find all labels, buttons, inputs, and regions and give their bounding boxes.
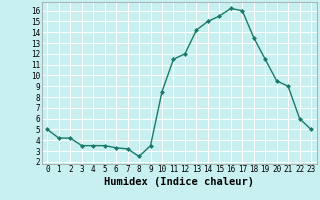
X-axis label: Humidex (Indice chaleur): Humidex (Indice chaleur)	[104, 177, 254, 187]
